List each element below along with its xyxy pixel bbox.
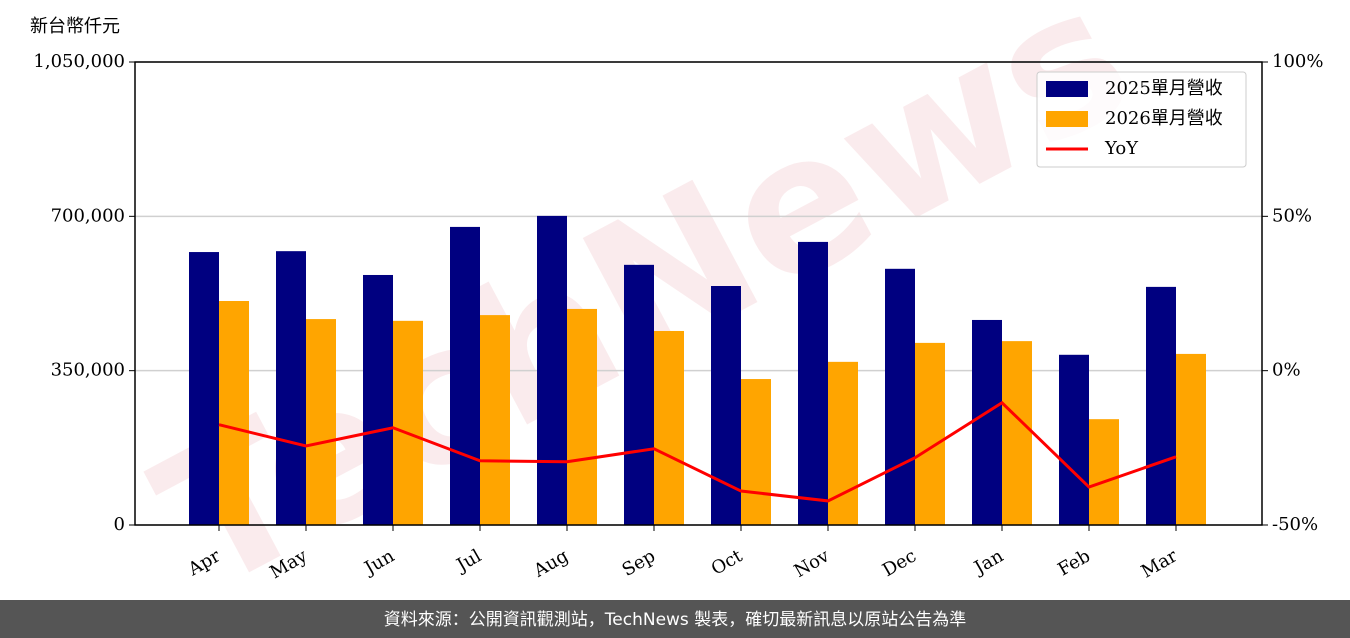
- legend-swatch: [1046, 81, 1088, 97]
- bar: [624, 264, 654, 525]
- x-tick-label: Mar: [1138, 545, 1182, 582]
- bar: [1089, 419, 1119, 525]
- legend-label: 2025單月營收: [1105, 78, 1223, 99]
- x-tick-label: Feb: [1054, 545, 1094, 580]
- bar: [798, 241, 828, 525]
- y2-tick-label: 0%: [1272, 360, 1301, 381]
- y2-tick-label: 100%: [1272, 51, 1323, 72]
- legend-label: YoY: [1104, 138, 1139, 159]
- y2-tick-label: 50%: [1272, 205, 1312, 226]
- bar: [1146, 286, 1176, 525]
- footer-text: 資料來源：公開資訊觀測站，TechNews 製表，確切最新訊息以原站公告為準: [384, 610, 966, 630]
- bar: [393, 320, 423, 525]
- y-tick-label: 700,000: [51, 205, 125, 226]
- bar: [828, 361, 858, 525]
- y-tick-label: 1,050,000: [33, 51, 125, 72]
- x-tick-label: Jul: [451, 545, 485, 577]
- x-tick-label: Aug: [529, 545, 572, 582]
- bar: [189, 252, 219, 525]
- bar: [567, 308, 597, 525]
- bar: [1059, 354, 1089, 525]
- x-tick-label: Jan: [969, 545, 1007, 579]
- legend-label: 2026單月營收: [1105, 108, 1223, 129]
- bar: [1176, 353, 1206, 525]
- bar: [480, 315, 510, 525]
- bar: [276, 251, 306, 525]
- bar: [1002, 341, 1032, 525]
- bar: [306, 319, 336, 525]
- plot-frame: [134, 61, 1263, 526]
- bar: [654, 330, 684, 525]
- line: [218, 400, 1177, 503]
- bar: [363, 274, 393, 525]
- y2-tick-label: -50%: [1272, 514, 1318, 535]
- y-tick-label: 350,000: [51, 360, 125, 381]
- x-tick-label: Oct: [708, 545, 747, 580]
- bar: [537, 215, 567, 525]
- bar: [450, 226, 480, 525]
- legend-swatch: [1046, 111, 1088, 127]
- y-tick-label: 0: [114, 514, 125, 535]
- bar: [741, 379, 771, 525]
- footer-bar: [0, 600, 1350, 638]
- y-axis-label: 新台幣仟元: [30, 16, 120, 37]
- bar: [219, 300, 249, 525]
- bar: [915, 342, 945, 525]
- legend-box: [1036, 71, 1247, 168]
- x-tick-label: Dec: [879, 545, 920, 581]
- x-tick-label: Nov: [791, 545, 834, 582]
- x-tick-label: Sep: [619, 545, 659, 580]
- bar: [972, 319, 1002, 525]
- bar: [885, 268, 915, 525]
